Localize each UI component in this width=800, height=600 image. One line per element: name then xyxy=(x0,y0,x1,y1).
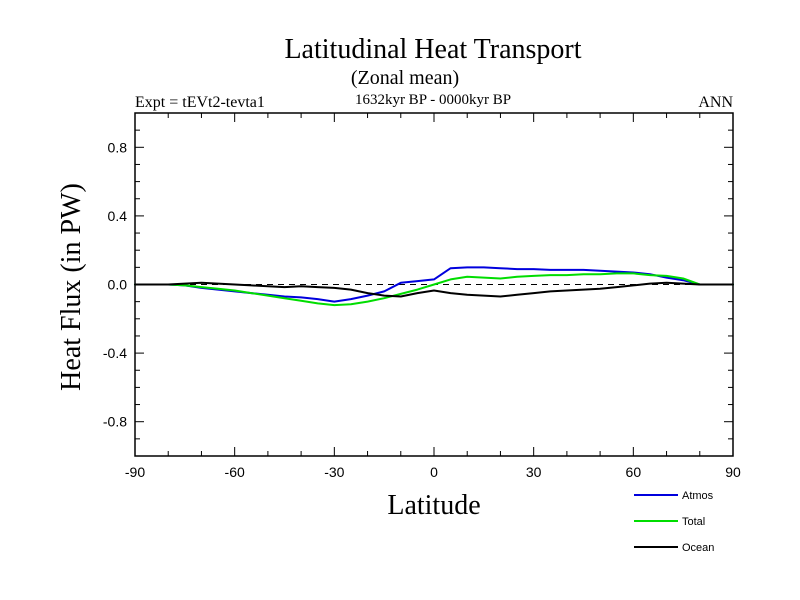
x-tick-label: 60 xyxy=(626,464,642,480)
x-tick-label: -30 xyxy=(324,464,344,480)
legend-label-ocean: Ocean xyxy=(682,542,714,554)
chart-experiment: Expt = tEVt2-tevta1 xyxy=(135,94,265,111)
series-line-total xyxy=(134,272,734,307)
y-tick-label: 0.8 xyxy=(108,139,128,155)
y-tick-label: -0.8 xyxy=(103,414,127,430)
y-tick-label: 0.4 xyxy=(108,208,128,224)
legend-label-atmos: Atmos xyxy=(682,490,714,502)
legend-label-total: Total xyxy=(682,516,705,528)
x-tick-label: 90 xyxy=(725,464,741,480)
chart-period: 1632kyr BP - 0000kyr BP xyxy=(355,92,511,108)
y-axis-label: Heat Flux (in PW) xyxy=(56,183,87,391)
legend: Atmos Total Ocean xyxy=(634,490,714,554)
chart-title: Latitudinal Heat Transport xyxy=(284,34,581,65)
axis-ticks xyxy=(134,113,734,456)
x-tick-label: 30 xyxy=(526,464,542,480)
x-axis-label: Latitude xyxy=(387,490,480,521)
y-tick-label: -0.4 xyxy=(103,345,127,361)
chart-subtitle: (Zonal mean) xyxy=(351,67,459,89)
y-tick-label: 0.0 xyxy=(108,277,128,293)
x-tick-label: -60 xyxy=(225,464,245,480)
axis-tick-labels: -90 -60 -30 0 30 60 90 0.8 0.4 0.0 -0.4 -0.8 xyxy=(103,139,741,480)
series-line-ocean xyxy=(134,281,734,298)
chart-season: ANN xyxy=(698,94,733,111)
x-tick-label: 0 xyxy=(430,464,438,480)
x-tick-label: -90 xyxy=(125,464,145,480)
series-lines xyxy=(134,266,734,307)
